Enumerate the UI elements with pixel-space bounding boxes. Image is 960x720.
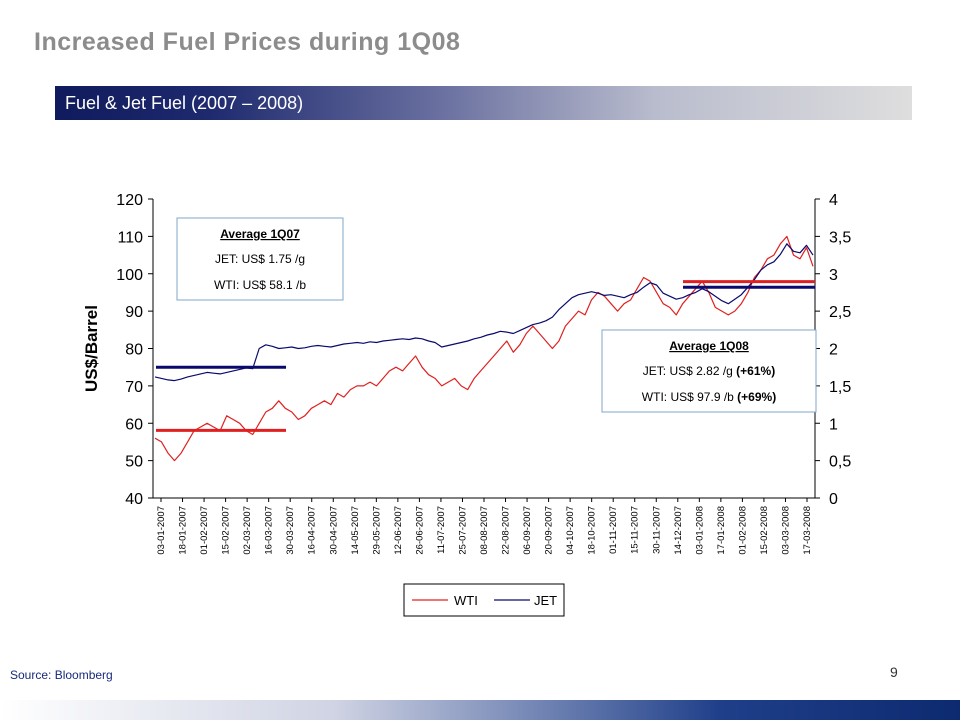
- x-tick-label: 01-02-2008: [737, 506, 748, 555]
- x-tick-label: 15-02-2007: [221, 506, 232, 555]
- x-tick-label: 22-08-2007: [501, 506, 512, 555]
- slide-title: Increased Fuel Prices during 1Q08: [34, 28, 461, 56]
- y-tick-label: 120: [116, 192, 143, 209]
- annotation-line-1q08: JET: US$ 2.82 /g (+61%): [643, 364, 775, 378]
- banner-title: Fuel & Jet Fuel (2007 – 2008): [65, 93, 304, 113]
- x-tick-label: 01-11-2007: [608, 506, 619, 554]
- annotation-box-1q07: [176, 217, 344, 301]
- page-number: 9: [890, 664, 898, 680]
- annotation-title-1q08: Average 1Q08: [669, 339, 749, 353]
- x-tick-label: 29-05-2007: [371, 506, 382, 555]
- annotation-line-1q08: WTI: US$ 97.9 /b (+69%): [642, 390, 776, 404]
- x-tick-label: 12-06-2007: [393, 506, 404, 555]
- legend-label-jet: JET: [534, 593, 557, 608]
- y-tick-label: 90: [125, 304, 143, 321]
- series-line-jet: [154, 243, 814, 382]
- x-tick-label: 15-11-2007: [630, 506, 641, 554]
- y-tick-label: 70: [125, 379, 143, 396]
- y2-tick-label: 0,5: [829, 454, 851, 471]
- x-tick-label: 08-08-2007: [479, 506, 490, 555]
- y2-tick-label: 4: [829, 192, 838, 209]
- x-tick-label: 01-02-2007: [199, 506, 210, 555]
- x-tick-label: 06-09-2007: [522, 506, 533, 555]
- x-tick-label: 17-01-2008: [716, 506, 727, 555]
- x-tick-label: 26-06-2007: [414, 506, 425, 555]
- annotation-title-1q07: Average 1Q07: [220, 227, 300, 241]
- annotation-box-1q08: [601, 329, 817, 413]
- y-tick-label: 50: [125, 454, 143, 471]
- x-tick-label: 03-01-2007: [156, 506, 167, 555]
- section-banner: Fuel & Jet Fuel (2007 – 2008): [55, 86, 912, 120]
- legend-label-wti: WTI: [454, 593, 478, 608]
- annotation-line-change: (+61%): [736, 364, 775, 378]
- x-tick-label: 17-03-2008: [802, 506, 813, 555]
- x-tick-label: 16-03-2007: [264, 506, 275, 555]
- y2-tick-label: 3,5: [829, 229, 851, 246]
- x-tick-label: 14-05-2007: [350, 506, 361, 555]
- x-tick-label: 30-11-2007: [651, 506, 662, 554]
- y2-tick-label: 0: [829, 491, 838, 508]
- x-tick-label: 04-10-2007: [565, 506, 576, 555]
- footer-bar: [0, 700, 960, 720]
- y2-tick-label: 1,5: [829, 379, 851, 396]
- y-axis-title: US$/Barrel: [82, 305, 101, 392]
- y-tick-label: 110: [117, 229, 143, 246]
- source-note: Source: Bloomberg: [10, 668, 113, 682]
- y-tick-label: 40: [125, 491, 143, 508]
- fuel-price-chart: 40 50 60 70 80 90 100 110 120 0 0,5 1 1,5 2 2,5 3 3,5 4 US…: [82, 192, 851, 617]
- y-tick-label: 100: [116, 267, 143, 284]
- x-tick-label: 15-02-2008: [759, 506, 770, 555]
- x-tick-label: 18-01-2007: [178, 506, 189, 555]
- y2-tick-label: 1: [829, 416, 838, 433]
- x-tick-label: 30-04-2007: [328, 506, 339, 555]
- y-tick-label: 60: [125, 416, 143, 433]
- x-tick-label: 14-12-2007: [673, 506, 684, 555]
- annotation-line-1q07: WTI: US$ 58.1 /b: [214, 278, 306, 292]
- x-tick-label: 20-09-2007: [544, 506, 555, 555]
- x-tick-label: 03-01-2008: [694, 506, 705, 555]
- annotation-line-1q07: JET: US$ 1.75 /g: [215, 252, 305, 266]
- x-tick-label: 16-04-2007: [307, 506, 318, 555]
- x-tick-label: 11-07-2007: [436, 506, 447, 554]
- annotation-line-change: (+69%): [737, 390, 776, 404]
- x-tick-label: 18-10-2007: [587, 506, 598, 555]
- y2-tick-label: 2,5: [829, 304, 851, 321]
- x-tick-label: 02-03-2007: [242, 506, 253, 555]
- annotation-line-text: WTI: US$ 97.9 /b: [642, 390, 737, 404]
- x-tick-label: 30-03-2007: [285, 506, 296, 555]
- x-tick-label: 25-07-2007: [457, 506, 468, 555]
- annotation-line-text: JET: US$ 2.82 /g: [643, 364, 736, 378]
- y2-tick-label: 3: [829, 267, 838, 284]
- x-tick-label: 03-03-2008: [780, 506, 791, 555]
- y2-tick-label: 2: [829, 342, 838, 359]
- y-tick-label: 80: [125, 342, 143, 359]
